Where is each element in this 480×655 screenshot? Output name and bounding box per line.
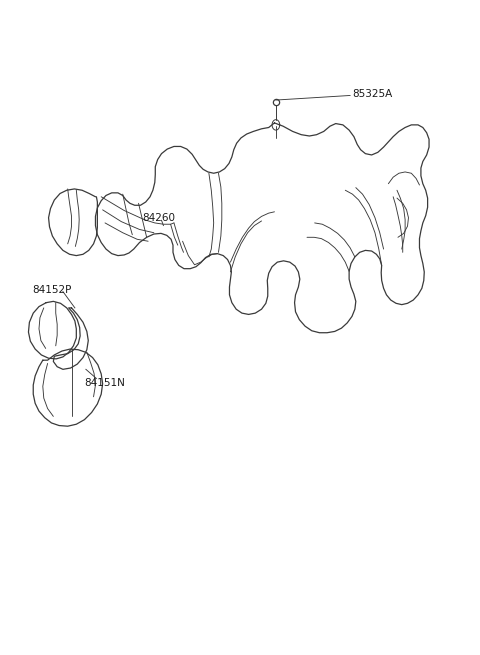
Text: 84260: 84260	[142, 213, 175, 223]
Text: 84151N: 84151N	[84, 378, 125, 388]
Text: 84152P: 84152P	[32, 284, 71, 295]
Text: 85325A: 85325A	[352, 88, 393, 98]
